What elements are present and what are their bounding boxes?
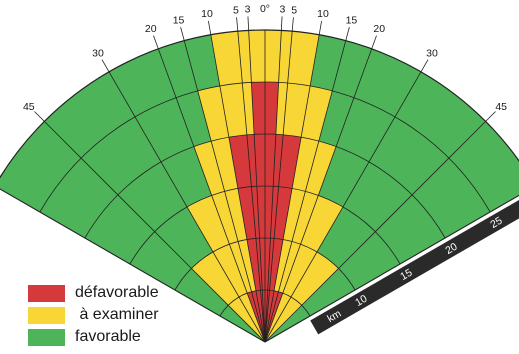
zone-cell-yellow — [265, 251, 339, 342]
distance-scale-bar: km1015202530 — [310, 199, 519, 335]
legend-item-to-examine: à examiner — [28, 304, 159, 326]
zone-cell-yellow — [193, 141, 252, 294]
legend-swatch-red — [28, 284, 65, 302]
spoke-3 — [264, 16, 283, 343]
spoke--20 — [153, 35, 266, 343]
zone-cell-green — [184, 34, 220, 91]
spoke--5 — [236, 17, 266, 343]
scale-label: 20 — [443, 241, 459, 257]
spoke-15 — [264, 27, 350, 343]
spoke-45 — [264, 111, 496, 343]
legend-label: à examiner — [75, 306, 159, 323]
angle-label: 3 — [245, 3, 251, 15]
angle-label: 15 — [173, 14, 185, 26]
spoke--45 — [34, 111, 266, 343]
angle-label: 5 — [233, 4, 239, 16]
spoke-60 — [264, 194, 519, 343]
zone-cell-yellow — [191, 251, 265, 342]
zone-cell-green — [265, 121, 519, 342]
zone-cell-yellow — [187, 195, 265, 342]
zone-cell-green — [44, 71, 213, 269]
angle-label: 45 — [495, 101, 507, 113]
legend-item-favorable: favorable — [28, 326, 159, 348]
angle-label: 30 — [426, 48, 438, 60]
zone-cell-green — [0, 121, 265, 342]
spoke--15 — [180, 27, 266, 343]
angle-label: 20 — [373, 23, 385, 35]
angle-label: 0° — [260, 3, 270, 15]
zone-cell-green — [310, 34, 346, 91]
angle-label: 10 — [201, 8, 213, 20]
scale-label: 25 — [488, 215, 504, 231]
scale-label: 10 — [353, 293, 369, 309]
spoke--60 — [0, 188, 266, 343]
legend: défavorable à examiner favorable — [28, 282, 159, 348]
angle-label: 30 — [92, 48, 104, 60]
angle-label: 10 — [317, 8, 329, 20]
angle-spokes — [0, 16, 519, 343]
zone-cell-green — [158, 40, 212, 147]
spoke--3 — [247, 16, 266, 343]
zone-cell-yellow — [265, 195, 343, 342]
spoke-10 — [264, 20, 323, 343]
spoke-30 — [264, 59, 429, 343]
angle-label: 15 — [346, 14, 358, 26]
legend-swatch-yellow — [28, 306, 65, 324]
legend-label: favorable — [75, 328, 141, 345]
legend-swatch-green — [28, 328, 65, 346]
zone-cell-green — [109, 48, 212, 207]
zone-cell-green — [317, 71, 486, 269]
spoke--10 — [207, 20, 266, 343]
angle-label: 45 — [23, 101, 35, 113]
zone-cell-green — [318, 40, 372, 147]
zone-cell-green — [318, 48, 421, 207]
spoke-5 — [264, 17, 294, 343]
scale-bar — [310, 199, 519, 335]
scale-label: 15 — [398, 267, 414, 283]
angle-label: 5 — [291, 4, 297, 16]
angle-labels: 604530201510530°35101520304560 — [23, 3, 507, 113]
legend-label: défavorable — [75, 284, 159, 301]
angle-label: 3 — [280, 3, 286, 15]
spoke--30 — [101, 59, 266, 343]
legend-item-unfavorable: défavorable — [28, 282, 159, 304]
angle-label: 20 — [145, 23, 157, 35]
spoke-20 — [264, 35, 377, 343]
zone-cell-yellow — [278, 141, 337, 294]
